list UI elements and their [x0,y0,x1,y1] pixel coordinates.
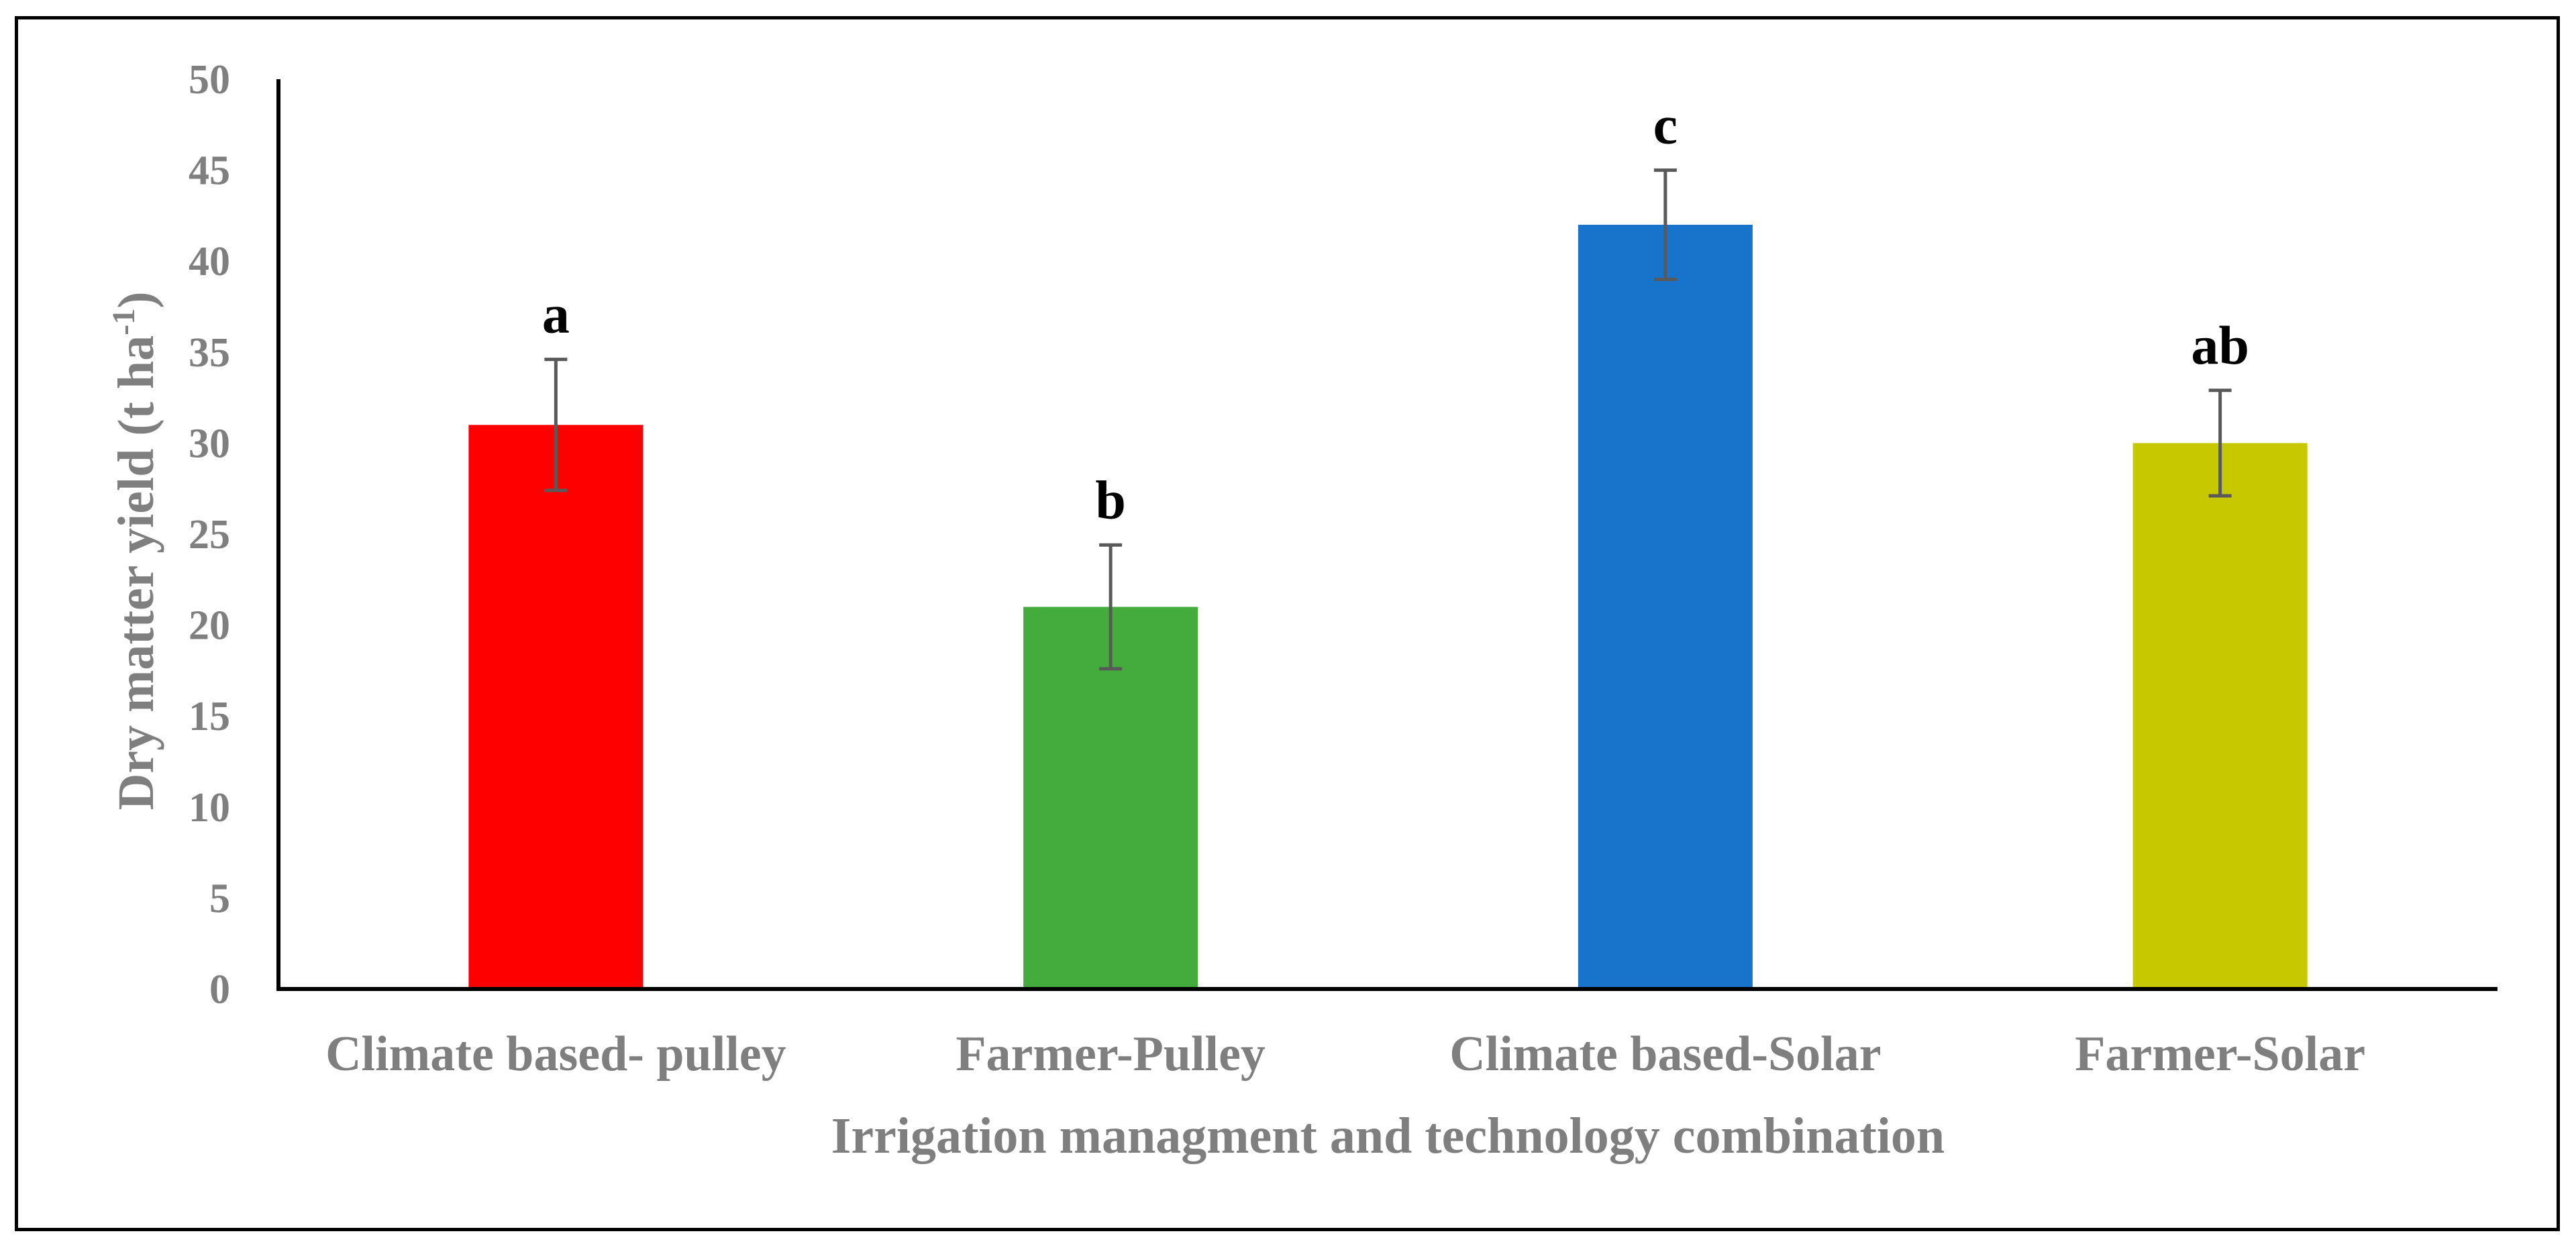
y-tick-label: 35 [189,330,230,376]
y-tick-label: 10 [189,785,230,831]
x-category-label: Climate based-Solar [1449,1027,1881,1082]
error-bar [544,358,568,492]
y-axis-title-superscript: -1 [106,309,142,335]
significance-label: ab [2191,315,2249,376]
bar [1578,224,1753,990]
significance-label: b [1095,469,1126,530]
y-tick-label: 50 [189,57,230,103]
bars [468,224,2308,990]
y-tick-label: 5 [209,876,230,921]
error-bar [2208,388,2232,498]
y-axis-title-main: Dry matter yield (t ha [108,335,164,811]
significance-label: c [1653,95,1678,156]
y-axis-title-close: ) [108,291,164,308]
y-axis-title: Dry matter yield (t ha-1) [106,291,164,810]
x-category-label: Farmer-Solar [2075,1027,2365,1082]
x-axis-title: Irrigation managment and technology comb… [831,1108,1945,1164]
x-category-label: Climate based- pulley [325,1027,786,1082]
bar [1023,607,1198,989]
error-bars [544,168,2232,671]
x-axis-category-labels: Climate based- pulley Farmer-Pulley Climat… [325,1027,2365,1082]
significance-label: a [542,284,570,345]
x-category-label: Farmer-Pulley [956,1027,1266,1082]
bar [2132,443,2308,989]
y-tick-label: 15 [189,694,230,739]
error-bar [1653,168,1677,281]
y-axis-ticks: 0 5 10 15 20 25 30 35 40 45 50 [189,57,230,1012]
y-tick-label: 20 [189,603,230,649]
y-tick-label: 45 [189,148,230,194]
y-tick-label: 25 [189,512,230,558]
error-bar [1099,543,1123,671]
y-tick-label: 0 [209,967,230,1012]
y-tick-label: 30 [189,421,230,466]
bar [468,425,643,989]
y-tick-label: 40 [189,239,230,284]
